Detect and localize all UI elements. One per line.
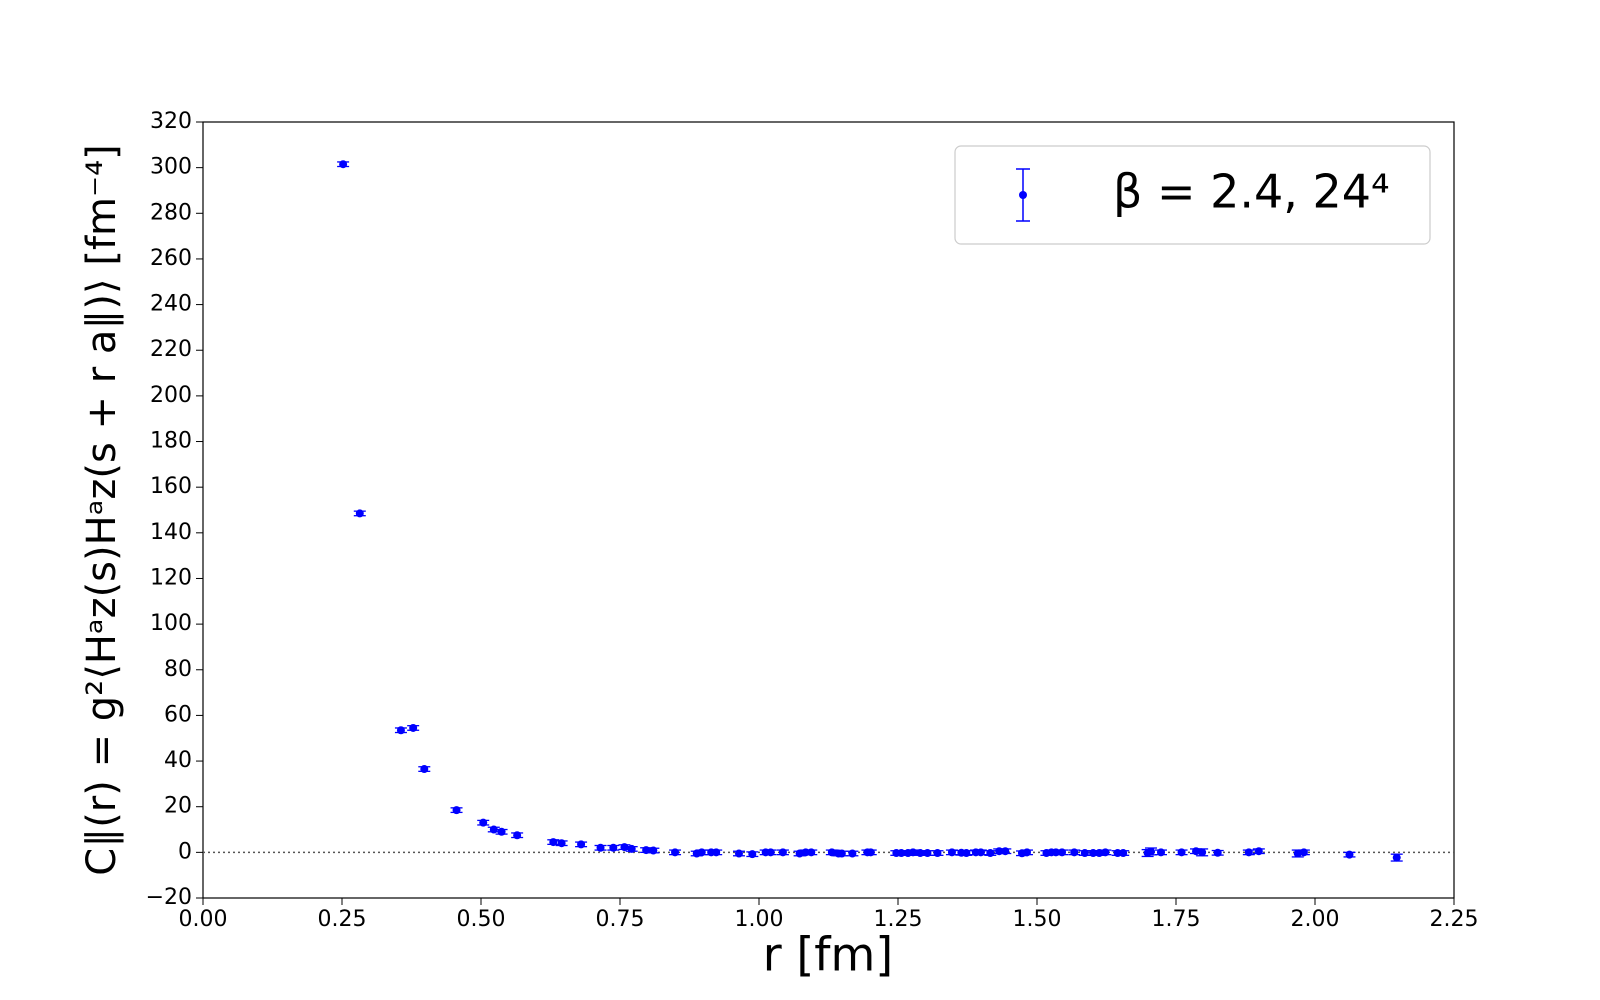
- data-point: [1345, 850, 1354, 859]
- data-point: [947, 848, 956, 857]
- data-point: [549, 838, 558, 847]
- data-point: [795, 849, 804, 858]
- data-point: [1213, 848, 1222, 857]
- data-point: [1156, 848, 1165, 857]
- data-point: [1392, 853, 1401, 862]
- data-point: [807, 848, 816, 857]
- data-point: [479, 818, 488, 827]
- data-point: [748, 850, 757, 859]
- data-point: [513, 831, 522, 840]
- data-point: [420, 765, 429, 774]
- data-point: [1070, 848, 1079, 857]
- data-point: [577, 840, 586, 849]
- data-point: [933, 849, 942, 858]
- y-tick-label: 160: [150, 474, 192, 499]
- x-tick-label: 0.75: [596, 907, 645, 932]
- x-tick-label: 2.25: [1430, 907, 1479, 932]
- legend-label: β = 2.4, 24⁴: [1113, 165, 1390, 219]
- y-tick-label: 100: [150, 611, 192, 636]
- data-point: [627, 844, 636, 853]
- data-point: [1001, 847, 1010, 856]
- y-tick-label: 20: [164, 794, 192, 819]
- data-point: [712, 848, 721, 857]
- y-tick-label: 120: [150, 565, 192, 590]
- data-point: [396, 726, 405, 735]
- data-point: [1101, 848, 1110, 857]
- data-point: [1177, 848, 1186, 857]
- data-point: [923, 849, 932, 858]
- data-point: [697, 848, 706, 857]
- y-tick-label: 280: [150, 200, 192, 225]
- y-tick-label: −20: [146, 885, 192, 910]
- y-tick-label: 0: [178, 839, 192, 864]
- data-point: [1058, 848, 1067, 857]
- data-point: [1244, 848, 1253, 857]
- data-point: [1080, 849, 1089, 858]
- data-point: [609, 843, 618, 852]
- y-tick-label: 320: [150, 109, 192, 134]
- plot-frame: [202, 121, 1455, 899]
- y-tick-label: 300: [150, 155, 192, 180]
- x-tick-label: 2.00: [1291, 907, 1340, 932]
- data-point: [962, 849, 971, 858]
- x-tick-label: 1.50: [1013, 907, 1062, 932]
- data-point: [409, 723, 418, 732]
- data-point: [489, 825, 498, 834]
- data-point: [452, 806, 461, 815]
- legend-box: [954, 145, 1431, 245]
- y-tick-label: 220: [150, 337, 192, 362]
- y-tick-label: 200: [150, 383, 192, 408]
- y-tick-label: 40: [164, 748, 192, 773]
- data-point: [497, 827, 506, 836]
- y-tick-label: 140: [150, 520, 192, 545]
- data-point: [986, 849, 995, 858]
- y-tick-label: 180: [150, 429, 192, 454]
- x-tick-label: 0.25: [318, 907, 367, 932]
- data-point: [596, 843, 605, 852]
- data-point: [1299, 848, 1308, 857]
- data-point: [766, 848, 775, 857]
- data-point: [778, 848, 787, 857]
- data-point: [1119, 849, 1128, 858]
- y-axis-label: C∥(r) = g²⟨Hᵃz(s)Hᵃz(s + r a∥)⟩ [fm⁻⁴]: [79, 144, 125, 875]
- data-point: [848, 849, 857, 858]
- data-point: [1198, 848, 1207, 857]
- legend-marker: [1019, 191, 1027, 199]
- x-tick-label: 1.25: [874, 907, 923, 932]
- y-tick-label: 80: [164, 657, 192, 682]
- data-point: [976, 848, 985, 857]
- y-tick-label: 60: [164, 702, 192, 727]
- data-point: [671, 848, 680, 857]
- data-point: [837, 849, 846, 858]
- data-point: [1254, 847, 1263, 856]
- data-point: [1293, 849, 1302, 858]
- data-point: [339, 160, 348, 169]
- data-point: [866, 848, 875, 857]
- data-point: [1146, 847, 1155, 856]
- data-point: [827, 848, 836, 857]
- y-tick-label: 240: [150, 292, 192, 317]
- data-point: [649, 846, 658, 855]
- data-point: [734, 849, 743, 858]
- x-tick-label: 0.50: [457, 907, 506, 932]
- data-point: [620, 843, 629, 852]
- x-axis-label: r [fm]: [763, 928, 893, 982]
- x-tick-label: 1.00: [735, 907, 784, 932]
- x-tick-label: 1.75: [1152, 907, 1201, 932]
- x-tick-label: 0.00: [179, 907, 228, 932]
- data-point: [355, 509, 364, 518]
- y-tick-label: 260: [150, 246, 192, 271]
- data-point: [557, 839, 566, 848]
- data-point: [1022, 848, 1031, 857]
